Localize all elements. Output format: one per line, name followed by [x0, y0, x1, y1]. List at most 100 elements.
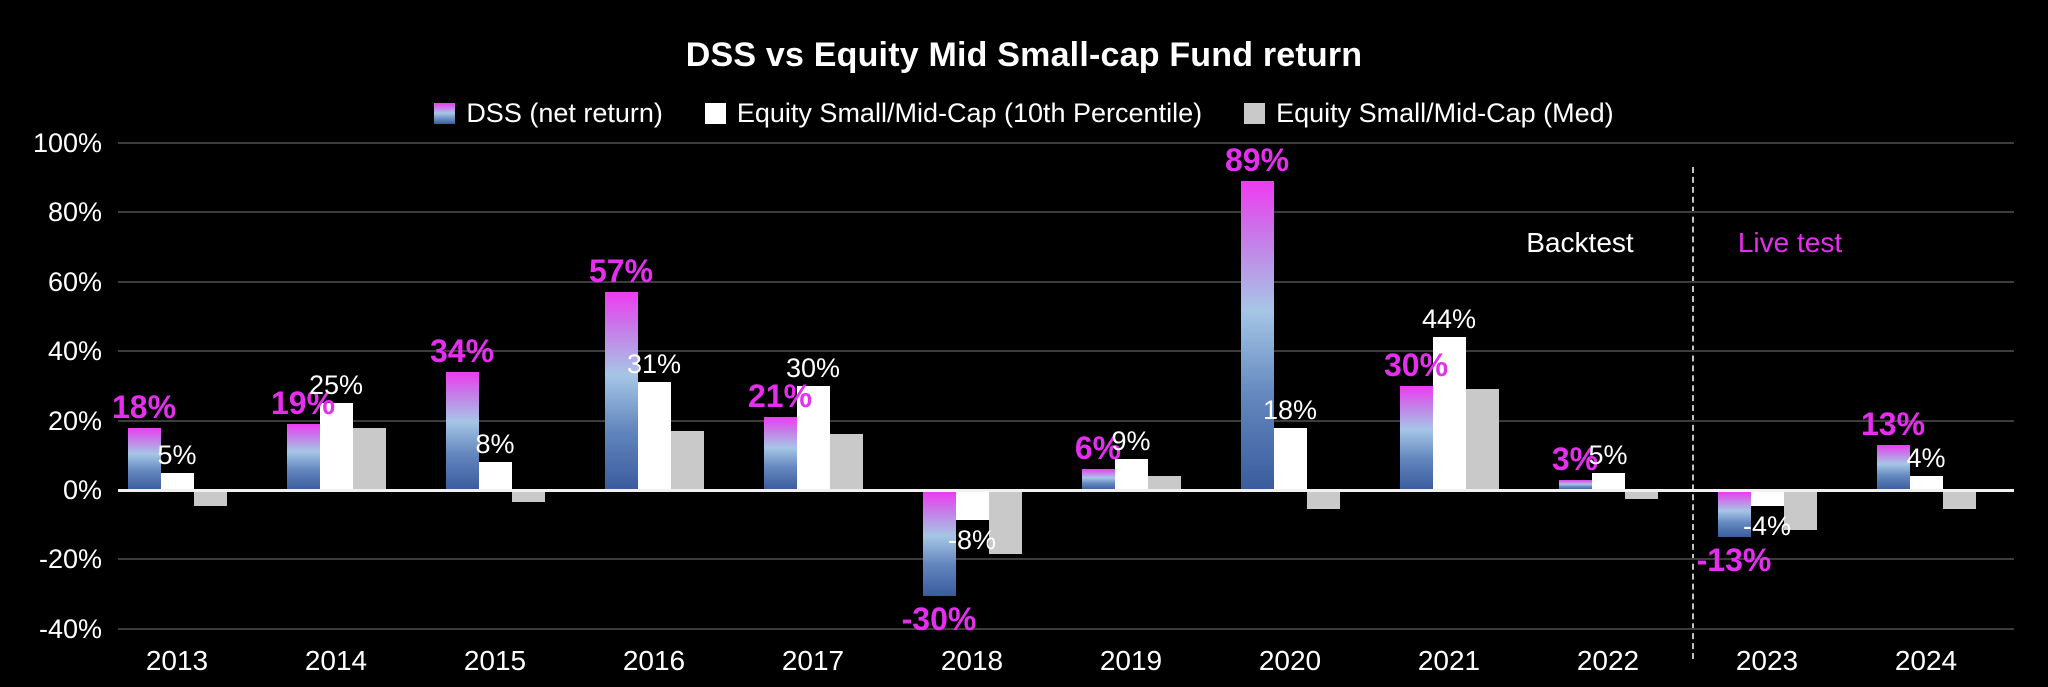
x-axis-year-label: 2024: [1894, 645, 1958, 676]
x-axis-year-label: 2018: [940, 645, 1004, 676]
bar-p10-2023: [1750, 492, 1784, 506]
x-axis-year-label: 2014: [304, 645, 368, 676]
x-axis-year-label: 2023: [1735, 645, 1799, 676]
y-axis-tick-label: -20%: [38, 544, 102, 575]
zero-axis-line: [118, 489, 2014, 492]
label-dss-2017: 21%: [747, 378, 813, 415]
label-p10-2019: 9%: [1111, 425, 1151, 456]
legend-label-p10: Equity Small/Mid-Cap (10th Percentile): [736, 98, 1203, 128]
bar-dss-2023: [1717, 492, 1751, 538]
legend: DSS (net return) Equity Small/Mid-Cap (1…: [0, 98, 2048, 129]
legend-swatch-med-gray-icon: [1244, 103, 1266, 124]
bar-p10-2020: [1273, 427, 1307, 490]
live-test-annotation: Live test: [1737, 227, 1843, 258]
x-axis-year-label: 2021: [1417, 645, 1481, 676]
label-dss-2019: 6%: [1074, 430, 1122, 467]
label-p10-2022: 5%: [1588, 439, 1628, 470]
y-axis-tick-label: 60%: [47, 266, 102, 297]
label-p10-2014: 25%: [308, 370, 364, 401]
x-axis-year-label: 2016: [622, 645, 686, 676]
label-dss-2020: 89%: [1224, 142, 1290, 179]
bar-dss-2021: [1399, 385, 1433, 490]
bar-dss-2014: [286, 424, 320, 490]
bar-med-2023: [1783, 492, 1817, 531]
bar-dss-2013: [127, 427, 161, 490]
label-p10-2013: 5%: [157, 439, 197, 470]
bar-dss-2017: [763, 417, 797, 490]
bar-p10-2017: [796, 385, 830, 490]
gridline: [118, 350, 2014, 353]
bar-p10-2024: [1909, 476, 1943, 490]
legend-swatch-dss-gradient-icon: [434, 103, 456, 124]
label-dss-2021: 30%: [1383, 346, 1449, 383]
bar-dss-2018: [922, 492, 956, 597]
gridline: [118, 419, 2014, 422]
legend-label-med: Equity Small/Mid-Cap (Med): [1276, 98, 1614, 128]
y-axis-tick-label: 80%: [47, 197, 102, 228]
gridline: [118, 142, 2014, 144]
label-p10-2018: -8%: [947, 524, 996, 555]
bar-med-2013: [193, 492, 227, 506]
x-axis-year-label: 2019: [1099, 645, 1163, 676]
bar-p10-2016: [637, 382, 671, 490]
label-p10-2020: 18%: [1262, 394, 1318, 425]
label-p10-2024: 4%: [1906, 443, 1946, 474]
bar-med-2014: [352, 427, 386, 490]
label-dss-2014: 19%: [270, 385, 336, 422]
y-axis-tick-label: -40%: [38, 613, 102, 644]
bar-p10-2015: [478, 462, 512, 490]
bar-dss-2020: [1240, 181, 1274, 490]
x-axis-year-label: 2020: [1258, 645, 1322, 676]
y-axis-tick-label: 100%: [32, 128, 102, 158]
x-axis-year-label: 2015: [463, 645, 527, 676]
gridline: [118, 211, 2014, 214]
bar-med-2018: [988, 492, 1022, 555]
bar-p10-2013: [160, 472, 194, 490]
bar-med-2016: [670, 431, 704, 490]
bar-dss-2015: [445, 372, 479, 490]
x-axis-year-label: 2013: [145, 645, 209, 676]
bar-p10-2022: [1591, 472, 1625, 490]
x-axis-year-label: 2017: [781, 645, 845, 676]
label-dss-2023: -13%: [1696, 542, 1772, 579]
bar-med-2021: [1465, 389, 1499, 490]
label-dss-2013: 18%: [111, 388, 177, 425]
label-dss-2022: 3%: [1551, 440, 1599, 477]
legend-label-dss: DSS (net return): [466, 98, 663, 128]
gridline: [118, 558, 2014, 561]
legend-item-med: Equity Small/Mid-Cap (Med): [1244, 98, 1614, 129]
plot-area: Backtest Live test 100% 80% 60% 40% 20% 0% -20…: [33, 128, 2014, 683]
backtest-live-divider: [1692, 167, 1694, 659]
bar-dss-2019: [1081, 469, 1115, 490]
bar-med-2017: [829, 434, 863, 490]
y-axis-tick-label: 40%: [47, 336, 102, 367]
bar-med-2022: [1624, 492, 1658, 499]
y-axis-tick-label: 20%: [47, 405, 102, 436]
label-p10-2015: 8%: [475, 429, 515, 460]
label-dss-2016: 57%: [588, 253, 654, 290]
chart-title: DSS vs Equity Mid Small-cap Fund return: [685, 36, 1363, 74]
label-p10-2021: 44%: [1421, 304, 1477, 335]
bar-med-2019: [1147, 476, 1181, 490]
bar-p10-2019: [1114, 458, 1148, 490]
gridline: [118, 280, 2014, 283]
label-p10-2016: 31%: [626, 349, 682, 380]
bar-dss-2022: [1558, 479, 1592, 490]
label-dss-2015: 34%: [429, 333, 495, 370]
bar-p10-2018: [955, 492, 989, 520]
label-p10-2023: -4%: [1742, 510, 1791, 541]
label-dss-2018: -30%: [901, 601, 977, 638]
legend-item-dss: DSS (net return): [434, 98, 663, 129]
legend-item-p10: Equity Small/Mid-Cap (10th Percentile): [704, 98, 1203, 129]
y-axis-tick-label: 0%: [62, 475, 102, 505]
label-p10-2017: 30%: [785, 352, 841, 383]
bar-p10-2021: [1432, 337, 1466, 490]
bar-dss-2024: [1876, 444, 1910, 490]
bar-dss-2016: [604, 292, 638, 490]
backtest-annotation: Backtest: [1526, 227, 1634, 258]
legend-swatch-p10-white-icon: [704, 103, 726, 124]
gridline: [118, 627, 2014, 630]
label-dss-2024: 13%: [1860, 405, 1926, 442]
x-axis-year-label: 2022: [1576, 645, 1640, 676]
bar-p10-2014: [319, 403, 353, 490]
